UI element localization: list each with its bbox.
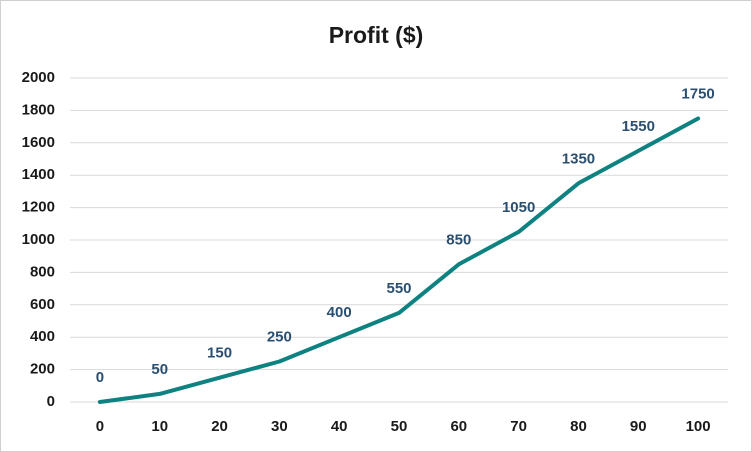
data-label: 0	[96, 369, 104, 386]
line	[97, 116, 701, 404]
x-tick-label: 60	[450, 418, 467, 435]
data-label: 1350	[562, 150, 595, 167]
x-tick-label: 20	[211, 418, 228, 435]
y-tick-label: 1000	[22, 231, 55, 248]
y-tick-label: 400	[30, 328, 55, 345]
data-label: 1550	[622, 118, 655, 135]
x-tick-label: 90	[630, 418, 647, 435]
x-tick-label: 10	[151, 418, 168, 435]
y-tick-label: 2000	[22, 69, 55, 86]
x-tick-label: 80	[570, 418, 587, 435]
y-tick-label: 1400	[22, 166, 55, 183]
data-label: 50	[151, 361, 168, 378]
data-label: 250	[267, 328, 292, 345]
y-tick-label: 800	[30, 263, 55, 280]
y-tick-label: 600	[30, 296, 55, 313]
data-label: 850	[446, 231, 471, 248]
y-tick-label: 1600	[22, 134, 55, 151]
data-label: 550	[386, 280, 411, 297]
data-label: 400	[327, 304, 352, 321]
x-tick-label: 40	[331, 418, 348, 435]
data-label: 1050	[502, 199, 535, 216]
y-tick-label: 1800	[22, 101, 55, 118]
x-tick-label: 0	[96, 418, 104, 435]
x-tick-label: 30	[271, 418, 288, 435]
data-label: 150	[207, 345, 232, 362]
y-tick-label: 200	[30, 361, 55, 378]
x-tick-label: 100	[686, 418, 711, 435]
data-label: 1750	[681, 85, 714, 102]
x-tick-label: 50	[391, 418, 408, 435]
chart-title: Profit ($)	[329, 22, 424, 48]
y-tick-label: 1200	[22, 199, 55, 216]
x-tick-label: 70	[510, 418, 527, 435]
y-tick-label: 0	[47, 393, 55, 410]
